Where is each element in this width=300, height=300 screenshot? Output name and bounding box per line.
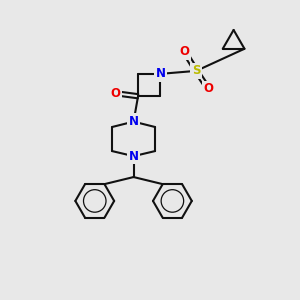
- Text: N: N: [129, 115, 139, 128]
- Text: O: O: [111, 87, 121, 100]
- Text: S: S: [192, 64, 200, 77]
- Text: N: N: [129, 150, 139, 163]
- Text: O: O: [179, 45, 189, 58]
- Text: N: N: [155, 68, 166, 80]
- Text: O: O: [203, 82, 213, 95]
